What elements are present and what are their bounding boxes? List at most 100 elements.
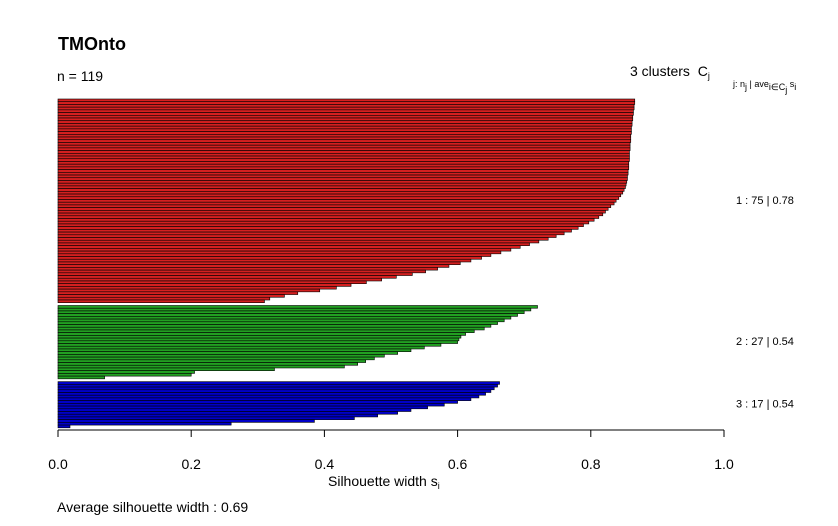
bars-group bbox=[57, 98, 636, 429]
silhouette-bar-c1-43 bbox=[57, 212, 604, 217]
silhouette-bar-c1-66 bbox=[57, 275, 397, 279]
x-tick-label-3: 0.6 bbox=[448, 456, 468, 472]
silhouette-bar-c1-56 bbox=[57, 248, 512, 252]
silhouette-bar-c2-16 bbox=[57, 345, 425, 350]
silhouette-bar-c1-44 bbox=[57, 215, 600, 219]
silhouette-bar-c1-5 bbox=[57, 109, 634, 113]
clusters-symbol-sub: j bbox=[707, 71, 710, 81]
silhouette-bar-c1-2 bbox=[57, 101, 636, 105]
silhouette-bar-c3-7 bbox=[57, 397, 472, 401]
silhouette-bar-c1-22 bbox=[57, 155, 630, 160]
silhouette-bar-c1-60 bbox=[57, 258, 472, 263]
silhouette-bar-c1-69 bbox=[57, 283, 352, 287]
legend-s: s bbox=[789, 79, 795, 89]
silhouette-bar-c1-52 bbox=[57, 237, 549, 241]
silhouette-bar-c2-15 bbox=[57, 343, 442, 347]
silhouette-bar-c1-61 bbox=[57, 261, 461, 265]
silhouette-bar-c1-65 bbox=[57, 272, 413, 276]
legend-ave-sub: i∈Cj bbox=[768, 82, 788, 95]
silhouette-bar-c1-36 bbox=[57, 193, 622, 198]
silhouette-bar-c1-4 bbox=[57, 106, 635, 111]
silhouette-bar-c1-59 bbox=[57, 256, 482, 260]
silhouette-bar-c1-11 bbox=[57, 125, 632, 130]
silhouette-bar-c1-25 bbox=[57, 163, 630, 168]
silhouette-bar-c1-41 bbox=[57, 207, 609, 211]
silhouette-bar-c2-14 bbox=[57, 340, 458, 344]
legend-header: j: nj | avei∈Cj si bbox=[733, 79, 796, 95]
chart-title: TMOnto bbox=[58, 34, 126, 54]
silhouette-bar-c3-11 bbox=[57, 408, 412, 412]
legend-ave-subsub: j bbox=[785, 85, 788, 95]
silhouette-bar-c3-13 bbox=[57, 413, 378, 418]
silhouette-bar-c1-48 bbox=[57, 226, 579, 230]
silhouette-bar-c2-25 bbox=[57, 370, 195, 374]
silhouette-bar-c1-68 bbox=[57, 280, 367, 284]
silhouette-bar-c1-1 bbox=[57, 98, 636, 103]
silhouette-bar-c2-13 bbox=[57, 337, 460, 342]
silhouette-bar-c2-8 bbox=[57, 324, 492, 328]
x-tick-label-0: 0.0 bbox=[48, 456, 68, 472]
silhouette-bar-c1-26 bbox=[57, 166, 630, 170]
silhouette-bar-c1-55 bbox=[57, 245, 521, 249]
silhouette-bar-c1-21 bbox=[57, 153, 630, 157]
silhouette-bar-c1-42 bbox=[57, 210, 606, 214]
silhouette-bar-c1-73 bbox=[57, 294, 285, 298]
silhouette-bar-c1-71 bbox=[57, 288, 321, 293]
silhouette-bar-c1-51 bbox=[57, 234, 557, 238]
silhouette-bar-c1-14 bbox=[57, 134, 632, 138]
silhouette-bar-c1-8 bbox=[57, 117, 634, 122]
x-axis-label-sub: i bbox=[437, 481, 440, 491]
clusters-header: 3 clusters Cj bbox=[630, 63, 710, 81]
silhouette-bar-c3-16 bbox=[57, 422, 232, 426]
silhouette-bar-c1-46 bbox=[57, 220, 590, 225]
silhouette-bar-c1-27 bbox=[57, 169, 629, 173]
silhouette-bar-c1-37 bbox=[57, 196, 620, 200]
silhouette-bar-c1-45 bbox=[57, 218, 595, 222]
silhouette-bar-c2-26 bbox=[57, 373, 192, 377]
silhouette-bar-c1-19 bbox=[57, 147, 631, 151]
silhouette-bar-c1-31 bbox=[57, 180, 628, 184]
clusters-symbol: C bbox=[697, 63, 708, 79]
silhouette-bar-c1-30 bbox=[57, 177, 628, 181]
silhouette-bar-c1-23 bbox=[57, 158, 630, 162]
x-axis: 0.0 0.2 0.4 0.6 0.8 1.0 bbox=[48, 429, 734, 472]
silhouette-bar-c3-15 bbox=[57, 419, 315, 423]
silhouette-bar-c1-54 bbox=[57, 242, 530, 246]
legend-n-sub: j bbox=[745, 82, 748, 92]
x-axis-label-text: Silhouette width s bbox=[328, 473, 438, 489]
silhouette-bar-c1-40 bbox=[57, 204, 612, 208]
x-tick-label-2: 0.4 bbox=[315, 456, 335, 472]
silhouette-bar-c1-58 bbox=[57, 253, 492, 257]
silhouette-bar-c2-5 bbox=[57, 316, 512, 320]
silhouette-bar-c3-10 bbox=[57, 405, 428, 410]
silhouette-bar-c3-5 bbox=[57, 392, 486, 396]
silhouette-bar-c3-6 bbox=[57, 394, 480, 399]
silhouette-bar-c1-10 bbox=[57, 123, 633, 127]
silhouette-bar-c3-3 bbox=[57, 386, 495, 391]
silhouette-bar-c2-6 bbox=[57, 318, 505, 323]
x-tick-label-5: 1.0 bbox=[714, 456, 734, 472]
silhouette-bar-c2-1 bbox=[57, 305, 538, 309]
legend-n: n bbox=[740, 79, 746, 89]
silhouette-bar-c1-50 bbox=[57, 231, 565, 236]
silhouette-bar-c1-72 bbox=[57, 291, 299, 295]
silhouette-bar-c1-9 bbox=[57, 120, 633, 124]
silhouette-bar-c2-12 bbox=[57, 335, 462, 339]
cluster-summaries: 1 : 75 | 0.78 2 : 27 | 0.54 3 : 17 | 0.54 bbox=[736, 195, 794, 411]
silhouette-bar-c3-8 bbox=[57, 400, 458, 404]
silhouette-bar-c2-3 bbox=[57, 310, 525, 314]
cluster-summary-2: 2 : 27 | 0.54 bbox=[736, 336, 794, 348]
silhouette-bar-c3-2 bbox=[57, 384, 498, 388]
silhouette-bar-c1-74 bbox=[57, 296, 271, 301]
silhouette-bar-c3-17 bbox=[57, 424, 71, 429]
silhouette-bar-c1-13 bbox=[57, 131, 632, 135]
silhouette-bar-c1-28 bbox=[57, 172, 629, 176]
average-silhouette-width: Average silhouette width : 0.69 bbox=[57, 499, 249, 515]
silhouette-bar-c2-20 bbox=[57, 356, 375, 361]
cluster-summary-3: 3 : 17 | 0.54 bbox=[736, 399, 794, 411]
silhouette-bar-c2-17 bbox=[57, 348, 412, 352]
silhouette-bar-c1-39 bbox=[57, 201, 615, 206]
silhouette-bar-c1-33 bbox=[57, 185, 626, 189]
sample-count: n = 119 bbox=[57, 68, 104, 84]
